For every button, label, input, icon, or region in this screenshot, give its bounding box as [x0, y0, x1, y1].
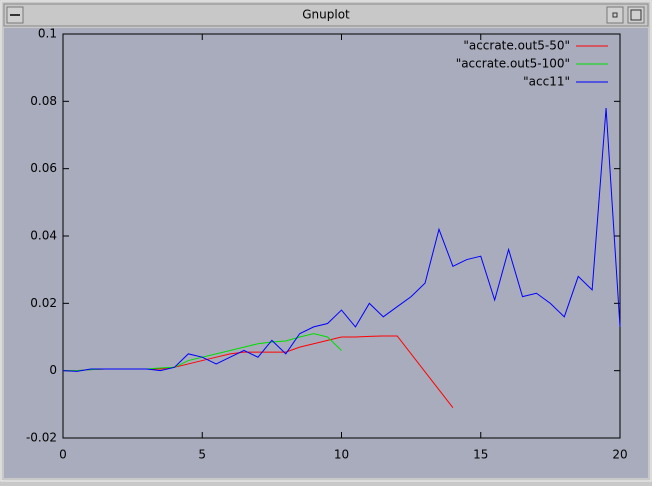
series-line — [62, 108, 621, 372]
x-tick-label: 15 — [473, 448, 488, 462]
x-tick-label: 5 — [198, 448, 206, 462]
minimize-icon — [612, 12, 618, 18]
y-tick-label: 0.04 — [30, 229, 57, 243]
plot-canvas — [4, 28, 648, 478]
y-tick-label: 0.1 — [38, 27, 57, 41]
maximize-icon — [630, 9, 642, 21]
plot-border — [62, 33, 621, 439]
legend-label: "acc11" — [523, 75, 570, 89]
window-title: Gnuplot — [302, 8, 350, 22]
y-tick-label: -0.02 — [26, 431, 57, 445]
y-tick-label: 0 — [49, 363, 57, 377]
x-tick-label: 10 — [334, 448, 349, 462]
legend-label: "accrate.out5-100" — [456, 57, 570, 71]
legend-label: "accrate.out5-50" — [463, 39, 570, 53]
minimize-button[interactable] — [606, 6, 624, 24]
x-tick-label: 0 — [59, 448, 67, 462]
y-tick-label: 0.02 — [30, 296, 57, 310]
y-tick-label: 0.06 — [30, 161, 57, 175]
y-tick-label: 0.08 — [30, 94, 57, 108]
maximize-button[interactable] — [627, 6, 645, 24]
x-tick-label: 20 — [612, 448, 627, 462]
title-bar[interactable] — [3, 3, 649, 27]
